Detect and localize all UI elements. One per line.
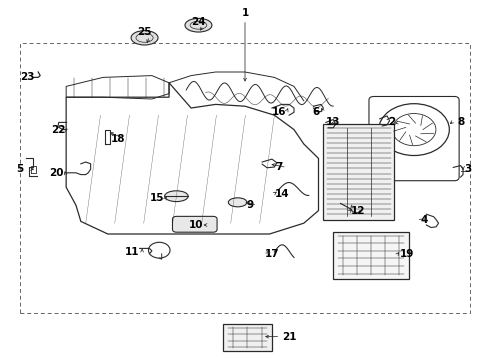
Bar (333, 232, 409, 279)
Text: 7: 7 (275, 162, 283, 172)
Text: 5: 5 (16, 164, 23, 174)
Text: 25: 25 (137, 27, 152, 37)
Text: 15: 15 (149, 193, 164, 203)
Text: 18: 18 (110, 134, 125, 144)
Text: 23: 23 (20, 72, 34, 82)
Text: 12: 12 (350, 206, 365, 216)
Text: 4: 4 (420, 215, 428, 225)
Ellipse shape (165, 191, 188, 202)
Ellipse shape (185, 18, 212, 32)
Bar (20, 43, 470, 313)
Text: 3: 3 (465, 164, 471, 174)
Bar (223, 324, 272, 351)
Text: 22: 22 (51, 125, 66, 135)
Text: 6: 6 (313, 107, 319, 117)
FancyBboxPatch shape (172, 216, 217, 232)
Ellipse shape (131, 31, 158, 45)
Text: 16: 16 (272, 107, 287, 117)
Ellipse shape (228, 198, 247, 207)
Text: 2: 2 (389, 117, 395, 127)
Text: 19: 19 (399, 249, 414, 259)
Text: 1: 1 (242, 8, 248, 18)
Bar (323, 124, 394, 220)
Text: 9: 9 (246, 200, 253, 210)
Text: 10: 10 (189, 220, 203, 230)
Text: 14: 14 (274, 189, 289, 199)
Text: 8: 8 (457, 117, 464, 127)
Text: 11: 11 (125, 247, 140, 257)
Text: 13: 13 (326, 117, 341, 127)
Text: 21: 21 (282, 332, 296, 342)
Text: 20: 20 (49, 168, 64, 178)
Text: 24: 24 (191, 17, 206, 27)
Text: 17: 17 (265, 249, 279, 259)
